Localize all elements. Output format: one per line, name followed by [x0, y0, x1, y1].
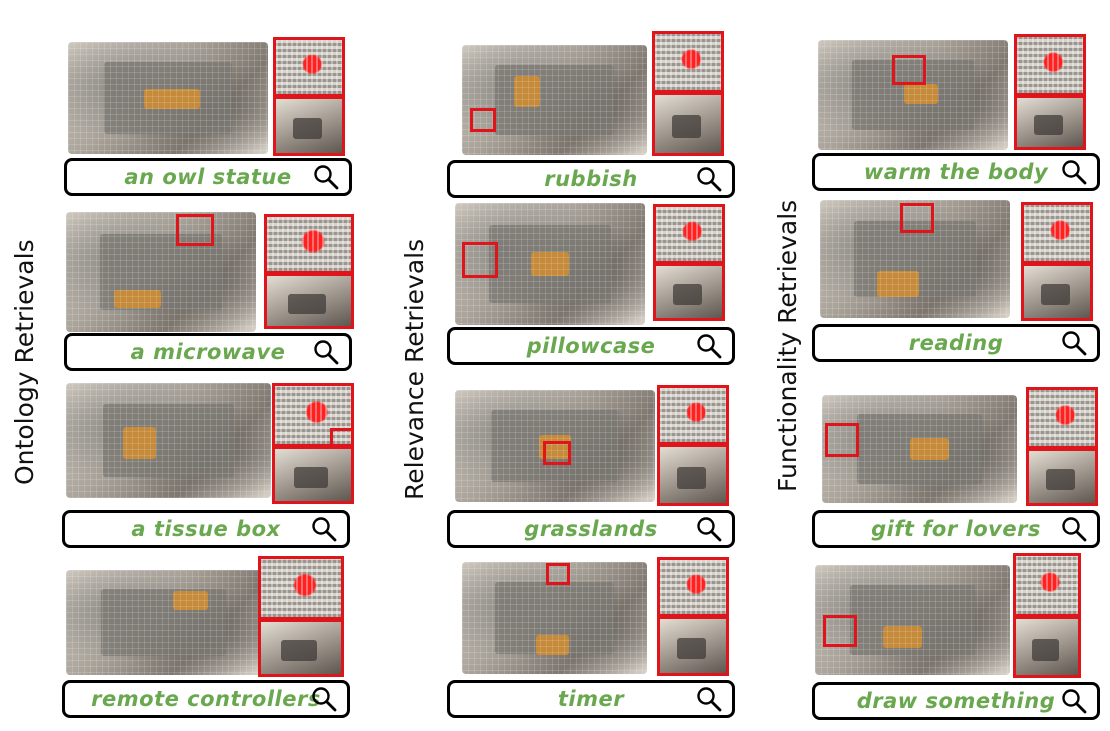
- object-highlight-box: [176, 214, 214, 246]
- query-box[interactable]: remote controllers: [62, 680, 350, 718]
- object-highlight-box: [543, 441, 571, 465]
- query-box[interactable]: grasslands: [447, 510, 735, 548]
- object-highlight-thumbnail: [264, 214, 354, 274]
- object-photo-thumbnail: [272, 446, 354, 504]
- query-text: draw something: [856, 689, 1056, 713]
- object-highlight-thumbnail: [657, 557, 729, 617]
- object-photo-thumbnail: [657, 616, 729, 676]
- query-box[interactable]: a tissue box: [62, 510, 350, 548]
- query-text: an owl statue: [124, 165, 292, 189]
- query-box[interactable]: draw something: [812, 682, 1100, 720]
- scene-render: [66, 383, 271, 498]
- object-highlight-thumbnail: [1013, 553, 1081, 617]
- query-text: warm the body: [863, 160, 1049, 184]
- query-box[interactable]: a microwave: [64, 333, 352, 371]
- query-text: remote controllers: [91, 687, 321, 711]
- magnifier-icon[interactable]: [1061, 688, 1087, 714]
- object-highlight-thumbnail: [258, 556, 344, 620]
- object-photo-thumbnail: [652, 92, 724, 156]
- object-highlight-box: [825, 423, 859, 457]
- object-highlight-box: [823, 615, 857, 647]
- object-photo-thumbnail: [1013, 616, 1081, 678]
- query-text: gift for lovers: [871, 517, 1041, 541]
- scene-render: [455, 203, 645, 325]
- scene-render: [462, 45, 647, 155]
- magnifier-icon[interactable]: [696, 333, 722, 359]
- scene-render: [455, 390, 655, 502]
- magnifier-icon[interactable]: [1061, 159, 1087, 185]
- query-text: timer: [557, 687, 625, 711]
- object-highlight-box: [892, 55, 926, 85]
- magnifier-icon[interactable]: [313, 164, 339, 190]
- magnifier-icon[interactable]: [311, 516, 337, 542]
- query-box[interactable]: rubbish: [447, 160, 735, 198]
- query-box[interactable]: pillowcase: [447, 327, 735, 365]
- magnifier-icon[interactable]: [696, 166, 722, 192]
- object-highlight-thumbnail: [1014, 34, 1086, 96]
- query-text: a microwave: [130, 340, 286, 364]
- object-photo-thumbnail: [264, 273, 354, 329]
- query-text: pillowcase: [526, 334, 656, 358]
- object-photo-thumbnail: [1026, 448, 1098, 506]
- scene-render: [66, 212, 256, 332]
- object-highlight-thumbnail: [273, 37, 345, 97]
- object-photo-thumbnail: [1014, 95, 1086, 150]
- column-label-relevance: Relevance Retrievals: [400, 238, 429, 500]
- object-highlight-box: [546, 563, 570, 585]
- object-highlight-thumbnail: [653, 204, 725, 264]
- query-box[interactable]: gift for lovers: [812, 510, 1100, 548]
- scene-render: [822, 395, 1017, 503]
- query-box[interactable]: reading: [812, 324, 1100, 362]
- column-label-ontology: Ontology Retrievals: [10, 239, 39, 485]
- magnifier-icon[interactable]: [1061, 330, 1087, 356]
- scene-render: [818, 40, 1008, 150]
- query-box[interactable]: timer: [447, 680, 735, 718]
- object-photo-thumbnail: [1021, 263, 1093, 321]
- magnifier-icon[interactable]: [696, 516, 722, 542]
- magnifier-icon[interactable]: [1061, 516, 1087, 542]
- scene-render: [820, 200, 1010, 318]
- scene-render: [815, 565, 1010, 675]
- scene-render: [462, 562, 647, 674]
- query-text: rubbish: [544, 167, 638, 191]
- object-highlight-thumbnail: [657, 385, 729, 445]
- object-photo-thumbnail: [657, 444, 729, 506]
- query-text: reading: [908, 331, 1004, 355]
- query-box[interactable]: warm the body: [812, 153, 1100, 191]
- object-highlight-thumbnail: [272, 383, 354, 447]
- scene-render: [66, 570, 261, 675]
- object-highlight-thumbnail: [1021, 202, 1093, 264]
- object-photo-thumbnail: [258, 619, 344, 677]
- object-photo-thumbnail: [653, 263, 725, 321]
- object-photo-thumbnail: [273, 96, 345, 156]
- query-box[interactable]: an owl statue: [64, 158, 352, 196]
- magnifier-icon[interactable]: [311, 686, 337, 712]
- object-highlight-thumbnail: [1026, 387, 1098, 449]
- query-text: a tissue box: [131, 517, 281, 541]
- magnifier-icon[interactable]: [696, 686, 722, 712]
- column-label-functionality: Functionality Retrievals: [773, 199, 802, 492]
- object-highlight-thumbnail: [652, 31, 724, 93]
- object-highlight-box: [470, 108, 496, 132]
- object-highlight-box: [900, 203, 934, 233]
- query-text: grasslands: [524, 517, 658, 541]
- scene-render: [68, 42, 268, 154]
- magnifier-icon[interactable]: [313, 339, 339, 365]
- object-highlight-box: [462, 242, 498, 278]
